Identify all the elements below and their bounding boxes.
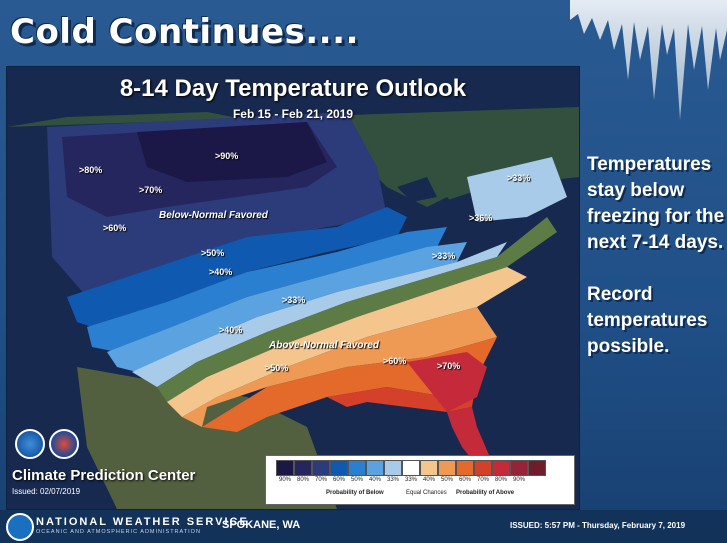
label-below-normal: Below-Normal Favored: [159, 210, 268, 221]
legend-swatch: [348, 460, 366, 476]
legend-below-label: Probability of Below: [326, 490, 384, 496]
legend-percent: 80%: [494, 477, 507, 483]
issued-timestamp: ISSUED: 5:57 PM - Thursday, February 7, …: [510, 521, 686, 530]
legend-swatch: [438, 460, 456, 476]
legend-swatch: [492, 460, 510, 476]
footer-bar: NATIONAL WEATHER SERVICE OCEANIC AND ATM…: [0, 510, 727, 543]
side-text-line: [587, 256, 725, 282]
legend-percent: 50%: [350, 477, 363, 483]
legend-swatch: [510, 460, 528, 476]
label-gt70-fl: >70%: [437, 361, 461, 371]
label-gt60-se: >60%: [383, 356, 407, 366]
legend-swatch: [528, 460, 546, 476]
legend-swatch: [384, 460, 402, 476]
legend-swatch: [294, 460, 312, 476]
noaa-logo: [15, 429, 45, 459]
label-gt40-s: >40%: [219, 325, 243, 335]
legend-swatch: [420, 460, 438, 476]
legend-percent: 90%: [278, 477, 291, 483]
nws-logo: [6, 513, 34, 541]
legend-percent: 33%: [404, 477, 417, 483]
legend-percent: 90%: [512, 477, 525, 483]
legend-swatch: [474, 460, 492, 476]
side-text-line: next 7-14 days.: [587, 232, 724, 253]
legend-equal-label: Equal Chances: [406, 490, 447, 496]
legend-swatch: [366, 460, 384, 476]
side-text-line: possible.: [587, 336, 670, 357]
agency-subtitle: OCEANIC AND ATMOSPHERIC ADMINISTRATION: [36, 529, 201, 535]
label-gt70-nw: >70%: [139, 185, 163, 195]
legend-above-label: Probability of Above: [456, 490, 515, 496]
label-gt40-c: >40%: [209, 267, 233, 277]
label-gt36: >36%: [469, 213, 493, 223]
side-text-line: Temperatures: [587, 154, 712, 175]
map-dates: Feb 15 - Feb 21, 2019: [232, 107, 354, 121]
label-gt50-s: >50%: [265, 363, 289, 373]
office-name: SPOKANE, WA: [222, 519, 301, 531]
side-text-line: stay below: [587, 180, 685, 201]
legend-percent: 70%: [314, 477, 327, 483]
label-gt33-ne: >33%: [507, 173, 531, 183]
legend-swatch: [402, 460, 420, 476]
legend-percent: 70%: [476, 477, 489, 483]
cpc-issued: Issued: 02/07/2019: [12, 487, 81, 496]
legend-percent: 40%: [422, 477, 435, 483]
side-text-block: Temperatures stay below freezing for the…: [587, 152, 725, 360]
nws-seal-logo: [49, 429, 79, 459]
probability-legend: 90% 80% 70% 60% 50% 40% 33% 33% 40% 50% …: [265, 455, 575, 505]
legend-percent: 40%: [368, 477, 381, 483]
label-gt33-c: >33%: [282, 295, 306, 305]
label-gt90: >90%: [215, 151, 239, 161]
legend-swatch: [330, 460, 348, 476]
label-above-normal: Above-Normal Favored: [269, 340, 380, 351]
label-gt50-c: >50%: [201, 248, 225, 258]
label-gt80: >80%: [79, 165, 103, 175]
legend-swatch: [456, 460, 474, 476]
legend-swatch: [312, 460, 330, 476]
legend-percent: 80%: [296, 477, 309, 483]
legend-percent: 60%: [332, 477, 345, 483]
agency-name: NATIONAL WEATHER SERVICE: [36, 516, 249, 528]
legend-percent: 60%: [458, 477, 471, 483]
legend-percent: 50%: [440, 477, 453, 483]
label-gt60-w: >60%: [103, 223, 127, 233]
side-text-line: Record: [587, 284, 653, 305]
side-text-line: freezing for the: [587, 206, 725, 227]
icicles-graphic: [570, 0, 727, 120]
map-graphic: [7, 67, 579, 509]
slide-headline: Cold Continues....: [10, 12, 359, 52]
label-gt33-se: >33%: [432, 251, 456, 261]
side-text-line: temperatures: [587, 310, 708, 331]
temperature-outlook-map: 8-14 Day Temperature Outlook Feb 15 - Fe…: [6, 66, 580, 510]
cpc-name: Climate Prediction Center: [12, 467, 196, 484]
map-title: 8-14 Day Temperature Outlook: [119, 75, 467, 102]
legend-swatches: [276, 460, 546, 476]
legend-percent: 33%: [386, 477, 399, 483]
legend-swatch: [276, 460, 294, 476]
legend-percents: 90% 80% 70% 60% 50% 40% 33% 33% 40% 50% …: [276, 477, 528, 483]
